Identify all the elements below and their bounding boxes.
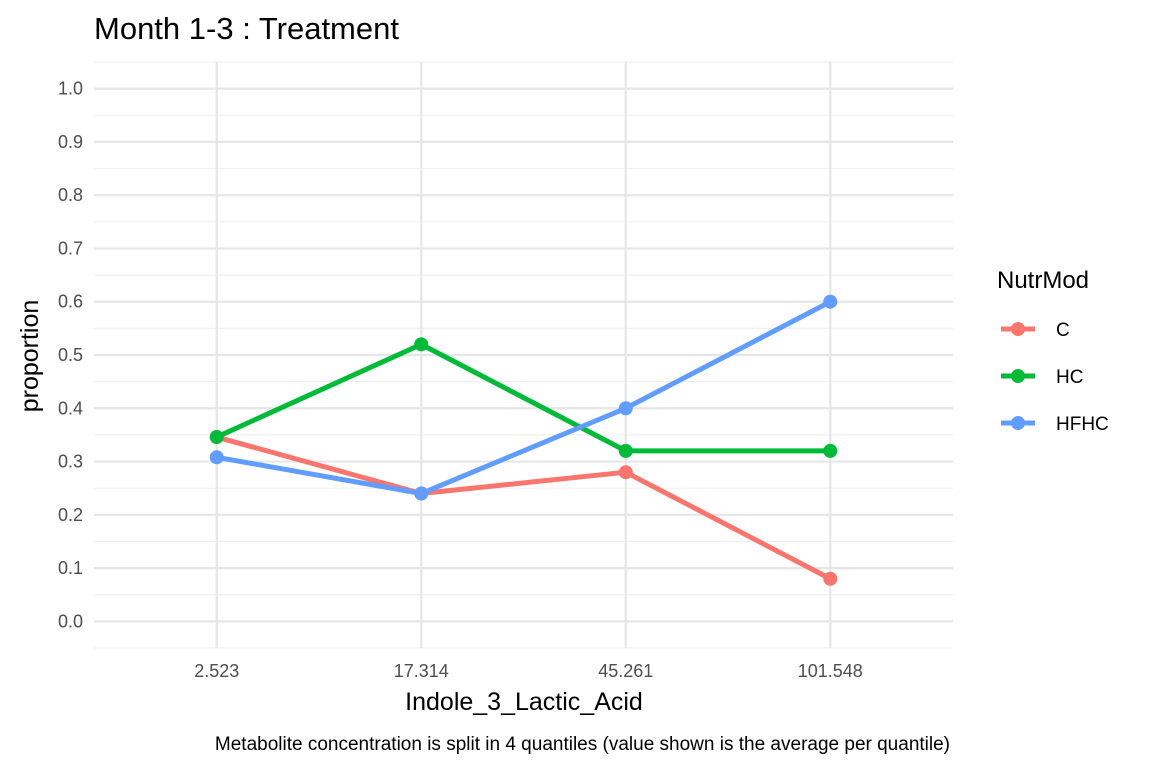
data-point-hc — [823, 443, 838, 458]
y-axis-label: proportion — [16, 300, 44, 413]
y-tick-label: 0.1 — [58, 558, 83, 578]
x-axis-ticks: 2.523 17.314 45.261 101.548 — [194, 661, 863, 681]
chart-caption: Metabolite concentration is split in 4 q… — [215, 734, 950, 755]
y-tick-label: 0.9 — [58, 132, 83, 152]
series-points — [209, 294, 838, 586]
data-point-hfhc — [414, 486, 429, 501]
series-line-hc — [215, 341, 831, 454]
y-tick-label: 1.0 — [58, 79, 83, 99]
y-tick-label: 0.0 — [58, 611, 83, 631]
legend-label-hc: HC — [1056, 367, 1083, 388]
y-axis-ticks: 0.0 0.1 0.2 0.3 0.4 0.5 0.6 0.7 0.8 0.9 1.0 — [58, 79, 83, 632]
x-tick-label: 2.523 — [194, 661, 239, 681]
legend: NutrMod C HC HFHC — [997, 267, 1109, 435]
data-point-hc — [209, 430, 224, 445]
x-tick-label: 45.261 — [598, 661, 653, 681]
x-tick-label: 101.548 — [798, 661, 863, 681]
legend-key-point — [1011, 322, 1025, 336]
series-line-hfhc — [216, 299, 832, 497]
legend-label-hfhc: HFHC — [1056, 414, 1109, 435]
legend-label-c: C — [1056, 320, 1070, 341]
legend-key-point — [1011, 416, 1025, 430]
data-point-hc — [618, 443, 633, 458]
y-tick-label: 0.2 — [58, 505, 83, 525]
data-point-hc — [414, 337, 429, 352]
y-tick-label: 0.3 — [58, 452, 83, 472]
legend-title: NutrMod — [997, 267, 1089, 294]
legend-key-point — [1011, 369, 1025, 383]
series-lines — [215, 299, 832, 581]
y-tick-label: 0.7 — [58, 238, 83, 258]
grid — [94, 61, 953, 649]
series-line-c — [216, 434, 832, 581]
x-tick-label: 17.314 — [394, 661, 449, 681]
data-point-hfhc — [209, 450, 224, 465]
y-tick-label: 0.5 — [58, 345, 83, 365]
y-tick-label: 0.8 — [58, 185, 83, 205]
y-tick-label: 0.6 — [58, 292, 83, 312]
data-point-hfhc — [618, 401, 633, 416]
chart-title: Month 1-3 : Treatment — [94, 11, 399, 46]
y-tick-label: 0.4 — [58, 398, 83, 418]
data-point-c — [618, 465, 633, 480]
data-point-hfhc — [823, 294, 838, 309]
data-point-c — [823, 571, 838, 586]
x-axis-label: Indole_3_Lactic_Acid — [405, 688, 643, 716]
